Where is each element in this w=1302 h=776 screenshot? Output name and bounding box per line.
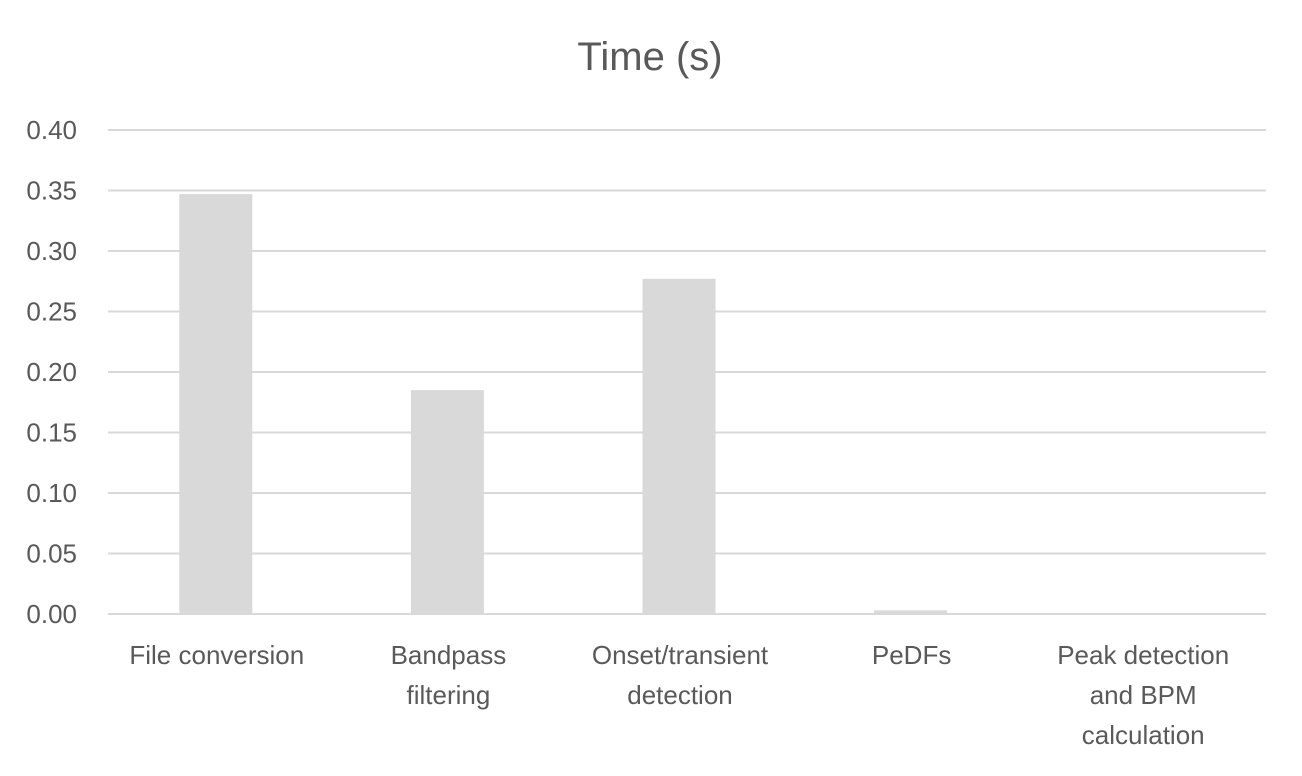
x-category-label: File conversion: [129, 640, 304, 670]
bar: [1105, 613, 1179, 614]
bar: [642, 278, 716, 614]
x-category-label: PeDFs: [872, 640, 951, 670]
x-category-label: filtering: [406, 680, 490, 710]
bar: [179, 194, 253, 614]
bars: [179, 194, 1179, 614]
y-tick-label: 0.40: [26, 115, 77, 145]
y-tick-label: 0.10: [26, 478, 77, 508]
x-category-label: and BPM: [1090, 680, 1197, 710]
y-axis-ticks: 0.00 0.05 0.10 0.15 0.20 0.25 0.30 0.35 0.40: [26, 115, 77, 629]
x-category-label: detection: [627, 680, 733, 710]
y-tick-label: 0.30: [26, 236, 77, 266]
y-tick-label: 0.25: [26, 297, 77, 327]
y-tick-label: 0.00: [26, 599, 77, 629]
x-category-label: Bandpass: [391, 640, 507, 670]
y-tick-label: 0.05: [26, 539, 77, 569]
y-tick-label: 0.20: [26, 357, 77, 387]
chart-title: Time (s): [577, 35, 722, 79]
x-category-label: calculation: [1082, 720, 1205, 750]
x-axis-labels: File conversion Bandpass filtering Onset/tr…: [129, 640, 1229, 750]
x-category-label: Peak detection: [1057, 640, 1229, 670]
bar: [874, 610, 948, 614]
y-tick-label: 0.15: [26, 418, 77, 448]
bar: [410, 390, 484, 614]
y-tick-label: 0.35: [26, 176, 77, 206]
x-category-label: Onset/transient: [592, 640, 769, 670]
